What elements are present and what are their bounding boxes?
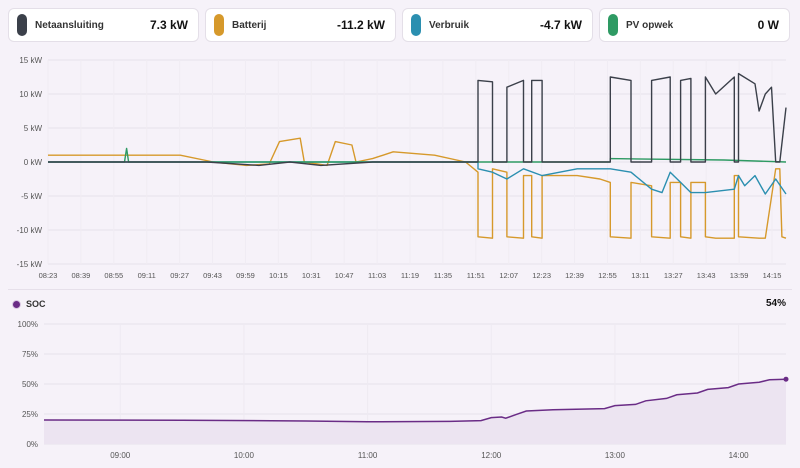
card-value: -11.2 kW <box>336 18 385 32</box>
x-tick-label: 13:00 <box>605 451 626 460</box>
card-pv-opwek[interactable]: PV opwek 0 W <box>599 8 790 42</box>
x-tick-label: 10:00 <box>234 451 255 460</box>
soc-chart[interactable]: 0% 25% 50% 75% 100% 09:00 10:00 11:00 12:00 13:00… <box>0 290 800 468</box>
y-tick-label: 0 kW <box>24 158 43 167</box>
power-chart[interactable]: 15 kW 10 kW 5 kW 0 kW -5 kW -10 kW -15 kW 08:23… <box>0 46 800 286</box>
x-tick-label: 08:39 <box>72 271 91 280</box>
y-tick-label: 25% <box>22 410 38 419</box>
card-label: Batterij <box>232 19 267 31</box>
pv-opwek-color-icon <box>608 14 618 36</box>
y-tick-label: 100% <box>18 320 38 329</box>
card-label: Netaansluiting <box>35 19 104 31</box>
x-tick-label: 11:19 <box>401 271 419 280</box>
soc-area <box>44 379 786 444</box>
x-tick-label: 09:43 <box>203 271 222 280</box>
soc-legend-swatch-icon <box>12 299 21 309</box>
card-verbruik[interactable]: Verbruik -4.7 kW <box>402 8 593 42</box>
x-tick-label: 13:27 <box>664 271 683 280</box>
y-tick-label: -5 kW <box>21 192 42 201</box>
series-line-netaansluiting[interactable] <box>48 72 787 167</box>
card-value: 0 W <box>757 18 779 32</box>
status-cards: Netaansluiting 7.3 kW Batterij -11.2 kW … <box>8 8 790 42</box>
x-tick-label: 11:51 <box>467 271 485 280</box>
divider <box>8 289 792 290</box>
x-tick-label: 12:39 <box>565 271 584 280</box>
y-tick-label: -15 kW <box>17 260 43 269</box>
x-tick-label: 11:35 <box>434 271 452 280</box>
soc-legend-label: SOC <box>26 299 46 309</box>
series-line-verbruik[interactable] <box>48 161 787 195</box>
soc-last-point[interactable] <box>783 376 789 382</box>
x-tick-label: 11:00 <box>358 451 378 460</box>
y-tick-label: 75% <box>22 350 38 359</box>
x-tick-label: 12:07 <box>499 271 518 280</box>
x-tick-label: 13:43 <box>697 271 716 280</box>
soc-legend[interactable]: SOC <box>12 299 46 309</box>
y-tick-label: -10 kW <box>17 226 43 235</box>
netaansluiting-color-icon <box>17 14 27 36</box>
x-tick-label: 08:23 <box>39 271 58 280</box>
x-tick-label: 09:11 <box>138 271 156 280</box>
x-tick-label: 12:55 <box>598 271 617 280</box>
x-tick-label: 09:27 <box>170 271 189 280</box>
series-line-batterij[interactable] <box>48 137 787 239</box>
x-tick-label: 09:00 <box>110 451 131 460</box>
card-label: PV opwek <box>626 19 674 31</box>
y-tick-label: 10 kW <box>19 90 42 99</box>
card-label: Verbruik <box>429 19 470 31</box>
x-tick-label: 10:15 <box>269 271 288 280</box>
card-batterij[interactable]: Batterij -11.2 kW <box>205 8 396 42</box>
y-tick-label: 0% <box>26 440 38 449</box>
verbruik-color-icon <box>411 14 421 36</box>
x-tick-label: 12:00 <box>481 451 502 460</box>
card-netaansluiting[interactable]: Netaansluiting 7.3 kW <box>8 8 199 42</box>
x-tick-label: 09:59 <box>236 271 255 280</box>
x-tick-label: 14:00 <box>729 451 750 460</box>
soc-value: 54% <box>765 298 786 309</box>
y-tick-label: 15 kW <box>19 56 42 65</box>
x-tick-label: 14:15 <box>763 271 782 280</box>
batterij-color-icon <box>214 14 224 36</box>
soc-line[interactable] <box>43 378 787 423</box>
x-tick-label: 13:59 <box>730 271 749 280</box>
y-tick-label: 5 kW <box>24 124 43 133</box>
x-tick-label: 10:31 <box>302 271 321 280</box>
x-tick-label: 12:23 <box>532 271 551 280</box>
card-value: 7.3 kW <box>149 18 188 32</box>
y-tick-label: 50% <box>22 380 38 389</box>
x-tick-label: 13:11 <box>631 271 649 280</box>
card-value: -4.7 kW <box>539 18 582 32</box>
x-tick-label: 08:55 <box>104 271 123 280</box>
x-tick-label: 10:47 <box>335 271 354 280</box>
x-tick-label: 11:03 <box>368 271 386 280</box>
